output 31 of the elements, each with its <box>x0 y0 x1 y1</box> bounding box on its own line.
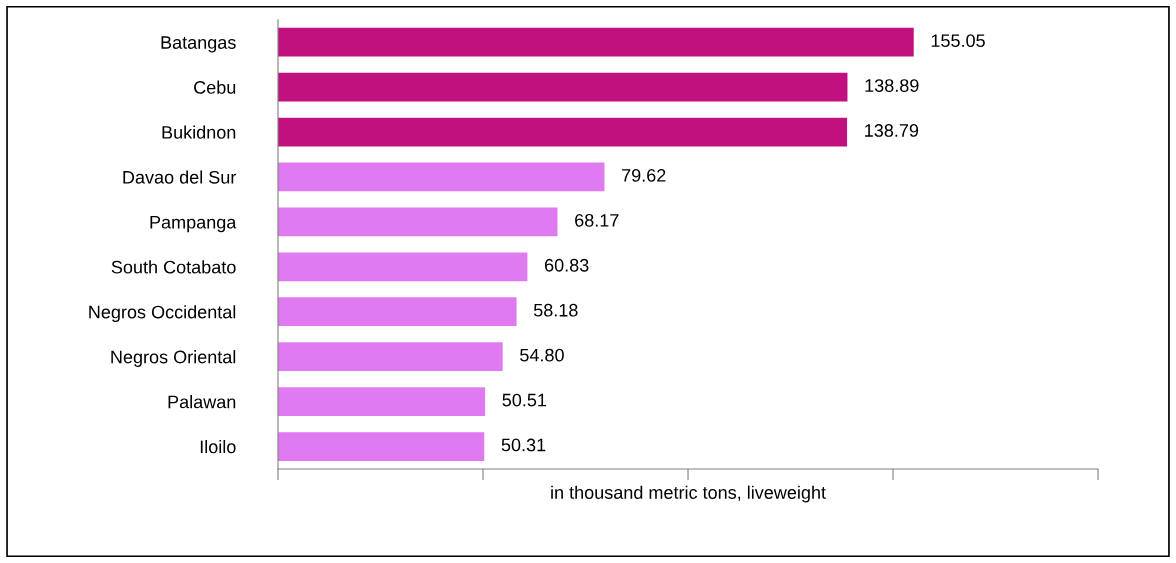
bar <box>278 387 486 416</box>
bar <box>278 342 503 372</box>
data-label: 50.51 <box>502 393 547 407</box>
data-label: 155.05 <box>931 34 985 48</box>
y-tick-label: Palawan <box>168 395 236 409</box>
data-label: 50.31 <box>501 438 546 452</box>
x-axis-title: in thousand metric tons, liveweight <box>551 485 826 503</box>
bar <box>278 72 848 102</box>
y-tick-label: Pampanga <box>150 216 237 233</box>
data-label: 138.79 <box>865 124 919 137</box>
data-label: 60.83 <box>545 258 589 272</box>
y-tick-label: Cebu <box>194 80 236 94</box>
bar <box>278 117 848 147</box>
data-label: 138.89 <box>865 79 919 92</box>
y-tick-label: Negros Oriental <box>111 350 236 367</box>
bar <box>278 207 558 237</box>
data-label: 68.17 <box>575 213 619 227</box>
bar <box>278 432 485 461</box>
y-tick-label: Batangas <box>161 36 236 53</box>
bar <box>278 162 605 192</box>
data-label: 79.62 <box>622 169 666 182</box>
bar <box>278 252 528 282</box>
y-tick-label: South Cotabato <box>111 260 236 274</box>
y-tick-label: Bukidnon <box>162 125 236 139</box>
y-tick-label: Davao del Sur <box>123 170 237 184</box>
bar <box>278 27 914 57</box>
y-tick-label: Negros Occidental <box>89 305 236 323</box>
y-tick-label: Iloilo <box>200 439 236 454</box>
bar <box>278 297 517 327</box>
data-label: 54.80 <box>520 348 564 362</box>
data-label: 58.18 <box>533 303 578 317</box>
